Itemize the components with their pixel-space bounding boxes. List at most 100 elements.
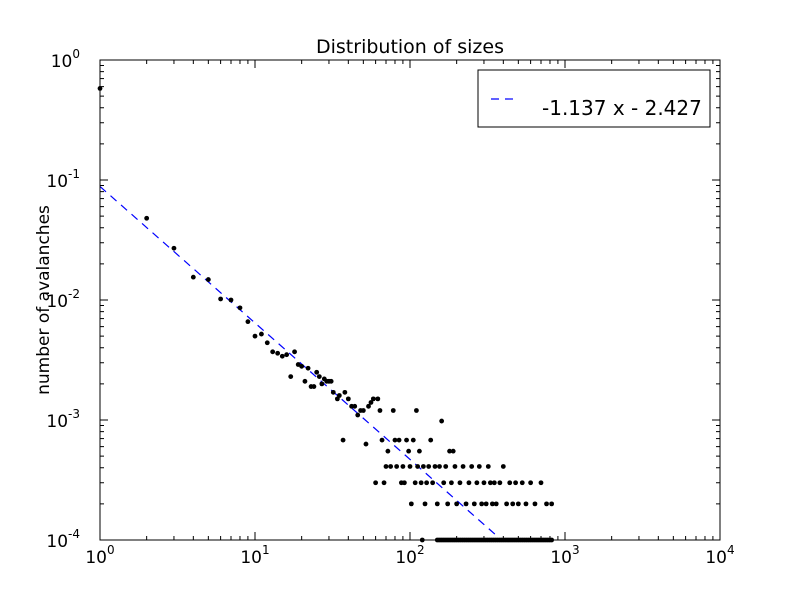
data-point bbox=[336, 393, 342, 398]
data-point bbox=[259, 331, 264, 337]
data-point bbox=[228, 297, 234, 303]
data-point bbox=[507, 480, 513, 486]
data-point bbox=[381, 480, 387, 486]
data-point bbox=[532, 501, 538, 507]
data-point bbox=[489, 501, 495, 507]
y-tick-exp: -1 bbox=[68, 167, 80, 181]
data-point bbox=[370, 396, 376, 402]
x-tick-exp: 4 bbox=[727, 543, 735, 557]
data-point bbox=[544, 501, 549, 507]
data-point bbox=[443, 464, 449, 469]
data-point bbox=[392, 437, 398, 443]
y-tick-label: 10-2 bbox=[46, 287, 80, 312]
data-point bbox=[437, 464, 442, 469]
data-point bbox=[292, 349, 297, 355]
data-point bbox=[270, 349, 276, 355]
data-point bbox=[385, 448, 391, 454]
fit-line bbox=[100, 186, 497, 536]
data-point bbox=[414, 408, 419, 413]
x-tick-base: 10 bbox=[395, 548, 417, 568]
y-tick-base: 10 bbox=[46, 292, 68, 312]
x-tick-base: 10 bbox=[550, 548, 572, 568]
data-point bbox=[457, 480, 463, 486]
y-tick-base: 10 bbox=[51, 52, 73, 72]
data-point bbox=[432, 464, 438, 469]
data-point bbox=[452, 464, 458, 469]
data-point bbox=[406, 448, 412, 454]
data-point bbox=[252, 333, 258, 339]
y-tick-exp: -4 bbox=[68, 527, 80, 541]
data-point bbox=[388, 464, 394, 469]
data-point bbox=[454, 501, 460, 507]
x-tick-exp: 2 bbox=[417, 543, 425, 557]
data-point bbox=[299, 363, 305, 369]
y-tick-label: 100 bbox=[51, 47, 80, 72]
data-point bbox=[379, 437, 385, 443]
data-point bbox=[485, 464, 491, 469]
x-tick-base: 10 bbox=[85, 548, 107, 568]
data-point bbox=[460, 464, 466, 469]
x-tick-label: 103 bbox=[550, 543, 579, 568]
y-tick-base: 10 bbox=[46, 532, 68, 552]
data-point bbox=[355, 412, 361, 418]
y-tick-exp: -2 bbox=[68, 287, 80, 301]
x-tick-label: 100 bbox=[85, 543, 114, 568]
data-point bbox=[447, 448, 452, 454]
data-point bbox=[469, 464, 475, 469]
x-tick-exp: 3 bbox=[572, 543, 580, 557]
y-tick-base: 10 bbox=[46, 412, 68, 432]
data-point bbox=[428, 437, 434, 443]
data-point bbox=[476, 464, 482, 469]
data-point bbox=[538, 480, 544, 486]
data-point bbox=[426, 464, 432, 469]
data-point bbox=[450, 448, 456, 454]
data-point bbox=[288, 374, 294, 379]
data-point bbox=[394, 464, 400, 469]
data-point bbox=[383, 464, 389, 469]
data-point bbox=[375, 396, 381, 402]
data-point bbox=[401, 480, 407, 486]
data-point bbox=[474, 480, 480, 486]
data-point bbox=[340, 437, 346, 443]
data-point bbox=[422, 501, 428, 507]
data-point bbox=[441, 480, 447, 486]
data-point bbox=[360, 408, 366, 413]
data-point bbox=[510, 501, 516, 507]
data-point bbox=[404, 437, 409, 443]
data-point bbox=[279, 353, 285, 359]
data-point bbox=[400, 464, 406, 469]
data-point bbox=[377, 408, 383, 413]
data-point bbox=[528, 480, 534, 486]
data-point bbox=[519, 480, 525, 486]
data-point bbox=[487, 480, 493, 486]
data-point bbox=[483, 501, 489, 507]
data-point bbox=[415, 464, 421, 469]
y-tick-label: 10-3 bbox=[46, 407, 80, 432]
x-tick-exp: 1 bbox=[262, 543, 270, 557]
data-point bbox=[363, 441, 369, 447]
data-point bbox=[523, 501, 529, 507]
data-point bbox=[275, 350, 281, 356]
data-point bbox=[245, 319, 251, 325]
legend-box bbox=[477, 69, 711, 128]
x-tick-label: 104 bbox=[705, 543, 734, 568]
data-point bbox=[302, 378, 308, 384]
data-point bbox=[205, 277, 211, 282]
x-tick-label: 101 bbox=[240, 543, 269, 568]
data-point bbox=[466, 480, 472, 486]
data-point bbox=[430, 480, 436, 486]
data-point bbox=[449, 480, 454, 486]
data-point bbox=[319, 381, 325, 387]
y-tick-exp: 0 bbox=[72, 47, 80, 61]
x-tick-base: 10 bbox=[240, 548, 262, 568]
legend: -1.137 x - 2.427 bbox=[477, 69, 711, 128]
data-point bbox=[471, 501, 477, 507]
data-point bbox=[463, 501, 469, 507]
y-tick-exp: -3 bbox=[68, 407, 80, 421]
y-axis-label: number of avalanches bbox=[34, 205, 54, 395]
x-tick-base: 10 bbox=[705, 548, 727, 568]
data-point bbox=[515, 501, 521, 507]
data-point bbox=[412, 480, 418, 486]
data-point bbox=[390, 408, 396, 413]
y-tick-label: 10-1 bbox=[46, 167, 80, 192]
